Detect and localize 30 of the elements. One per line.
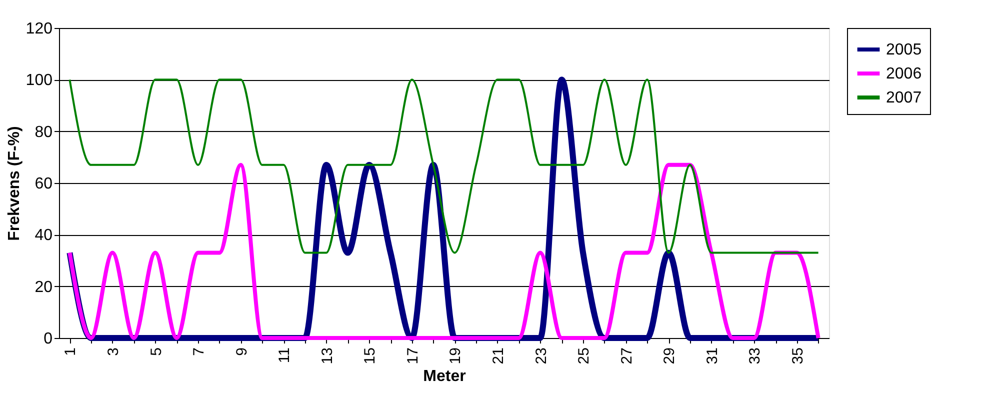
x-tick-label: 27	[618, 348, 636, 364]
x-tick-label: 17	[404, 348, 422, 364]
y-tick-label: 0	[44, 330, 53, 348]
legend-label: 2005	[886, 42, 922, 58]
x-tick-label: 5	[148, 348, 165, 356]
x-tick-label: 7	[190, 348, 208, 356]
x-tick-label: 35	[789, 348, 806, 364]
legend-label: 2006	[886, 66, 922, 82]
y-tick-label: 100	[26, 72, 53, 90]
x-tick-label: 21	[490, 348, 507, 364]
x-tick-label: 23	[532, 348, 550, 364]
x-tick-label: 11	[276, 348, 294, 364]
x-tick-label: 29	[661, 348, 678, 364]
x-tick-label: 9	[233, 348, 250, 356]
y-axis-title: Frekvens (F-%)	[6, 126, 23, 241]
y-tick-label: 60	[34, 176, 53, 192]
y-tick-label: 20	[34, 278, 53, 296]
legend-label: 2007	[886, 90, 922, 106]
x-tick-label: 13	[318, 348, 336, 364]
x-tick-label: 15	[362, 348, 379, 364]
y-tick-label: 120	[26, 20, 53, 38]
y-tick-label: 40	[34, 227, 53, 244]
x-tick-label: 31	[704, 348, 721, 364]
x-tick-label: 19	[447, 348, 464, 364]
x-tick-label: 33	[746, 348, 764, 364]
x-tick-label: 25	[576, 348, 593, 364]
x-tick-label: 1	[62, 348, 80, 356]
x-tick-label: 3	[104, 348, 122, 356]
y-tick-label: 80	[34, 124, 53, 141]
x-axis-title: Meter	[423, 368, 466, 386]
